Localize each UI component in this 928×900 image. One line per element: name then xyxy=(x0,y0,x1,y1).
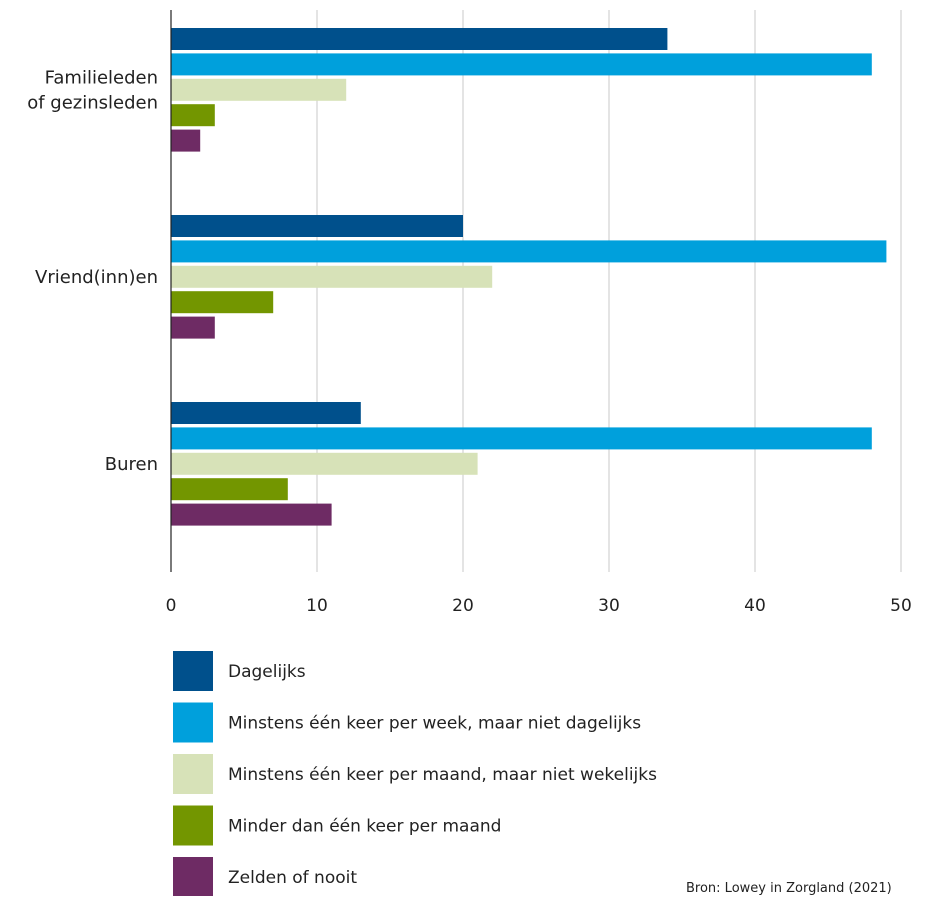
bar-2-2 xyxy=(171,240,887,263)
bar-3-3 xyxy=(171,452,478,475)
bar-3-1 xyxy=(171,402,361,424)
bars xyxy=(171,28,887,526)
legend-label: Zelden of nooit xyxy=(228,868,357,888)
bar-2-3 xyxy=(171,265,493,288)
x-tick-label: 10 xyxy=(306,596,328,616)
category-label: of gezinsleden xyxy=(27,92,158,113)
x-tick-label: 40 xyxy=(744,596,766,616)
bar-3-4 xyxy=(171,478,288,501)
x-tick-label: 20 xyxy=(452,596,474,616)
category-label: Buren xyxy=(105,454,158,475)
gridlines xyxy=(316,10,902,572)
bar-1-5 xyxy=(171,129,201,152)
bar-3-2 xyxy=(171,427,872,450)
legend-label: Minstens één keer per maand, maar niet w… xyxy=(228,765,657,785)
x-tick-label: 30 xyxy=(598,596,620,616)
legend-label: Minder dan één keer per maand xyxy=(228,817,501,837)
bar-1-3 xyxy=(171,78,347,101)
legend-swatch xyxy=(173,651,213,691)
legend-label: Minstens één keer per week, maar niet da… xyxy=(228,714,641,734)
legend: Dagelijks Minstens één keer per week, maa… xyxy=(173,651,657,897)
bar-1-2 xyxy=(171,53,872,76)
legend-swatch xyxy=(173,805,213,846)
bar-1-1 xyxy=(171,28,668,50)
legend-swatch xyxy=(173,702,213,743)
legend-label: Dagelijks xyxy=(228,662,306,682)
category-labels: Familieleden of gezinsleden Vriend(inn)en B… xyxy=(27,67,158,475)
bar-2-5 xyxy=(171,316,215,339)
x-tick-label: 50 xyxy=(890,596,912,616)
source-note: Bron: Lowey in Zorgland (2021) xyxy=(686,881,892,896)
bar-1-4 xyxy=(171,104,215,127)
category-label: Vriend(inn)en xyxy=(35,267,158,288)
x-tick-label: 0 xyxy=(166,596,177,616)
bar-2-1 xyxy=(171,215,463,237)
bar-3-5 xyxy=(171,503,332,526)
x-tick-labels: 0 10 20 30 40 50 xyxy=(166,596,912,616)
bar-2-4 xyxy=(171,291,274,314)
legend-swatch xyxy=(173,857,213,897)
legend-swatch xyxy=(173,754,213,794)
category-label: Familieleden xyxy=(45,67,158,88)
